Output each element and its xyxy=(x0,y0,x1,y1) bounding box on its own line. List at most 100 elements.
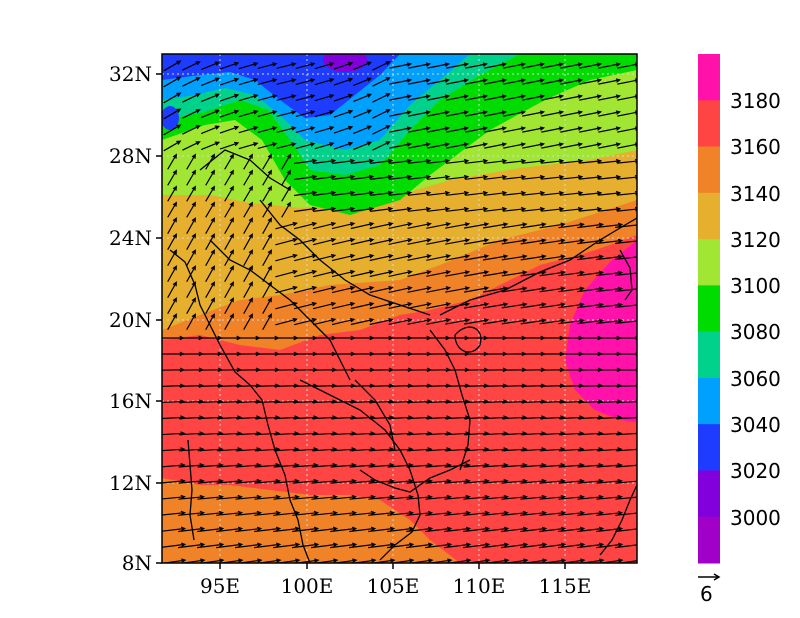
wind-arrow xyxy=(482,318,509,325)
wind-arrow xyxy=(349,526,377,533)
wind-arrow xyxy=(205,217,215,234)
colorbar-swatch xyxy=(698,331,720,379)
wind-arrow xyxy=(615,415,637,420)
wind-arrow xyxy=(369,254,394,262)
wind-arrow xyxy=(295,110,316,117)
wind-arrow xyxy=(389,62,413,69)
wind-arrow xyxy=(262,265,272,282)
wind-arrow xyxy=(560,78,584,85)
wind-arrow xyxy=(238,142,259,150)
wind-arrow xyxy=(427,142,451,149)
wind-arrow xyxy=(577,526,605,533)
wind-arrow xyxy=(427,62,451,69)
wind-arrow xyxy=(351,206,375,212)
wind-arrow xyxy=(579,206,603,212)
wind-arrow xyxy=(427,190,451,196)
wind-arrow xyxy=(273,526,301,533)
wind-arrow xyxy=(445,286,471,293)
lat-label: 12N xyxy=(109,471,152,495)
wind-arrow xyxy=(167,233,177,250)
wind-arrow xyxy=(463,254,490,261)
wind-arrow xyxy=(539,526,567,533)
wind-arrow xyxy=(254,510,282,516)
wind-arrow xyxy=(275,221,298,230)
wind-arrow xyxy=(295,94,316,101)
wind-arrow xyxy=(503,158,527,164)
wind-arrow xyxy=(482,526,510,533)
wind-arrow xyxy=(596,542,624,549)
wind-arrow xyxy=(577,510,605,516)
wind-arrow xyxy=(243,281,253,298)
wind-arrow xyxy=(312,253,337,262)
wind-arrow xyxy=(520,254,547,261)
wind-arrow xyxy=(407,318,432,325)
wind-arrow xyxy=(238,78,259,86)
wind-arrow xyxy=(224,217,234,234)
wind-arrow xyxy=(408,158,432,164)
wind-arrow xyxy=(369,286,394,294)
wind-arrow xyxy=(167,217,177,234)
wind-arrow xyxy=(254,542,282,549)
wind-arrow xyxy=(560,174,584,180)
wind-arrow xyxy=(314,62,335,70)
wind-arrow xyxy=(219,141,240,150)
wind-arrow xyxy=(541,110,565,117)
wind-arrow xyxy=(539,222,566,229)
wind-arrow xyxy=(372,141,391,151)
wind-arrow xyxy=(243,169,253,186)
wind-arrow xyxy=(281,185,291,202)
wind-arrow xyxy=(558,302,585,309)
wind-arrow xyxy=(560,158,584,164)
wind-arrow xyxy=(408,126,432,133)
wind-arrow xyxy=(484,110,508,117)
wind-arrow xyxy=(522,158,546,164)
wind-arrow xyxy=(464,558,491,563)
wind-arrow xyxy=(262,233,272,250)
wind-arrow xyxy=(197,510,225,516)
colorbar-swatch xyxy=(698,192,720,240)
wind-arrow xyxy=(560,206,584,212)
wind-arrow xyxy=(541,94,565,101)
wind-arrow xyxy=(522,174,546,180)
wind-arrow xyxy=(219,125,240,134)
wind-arrow xyxy=(369,318,394,326)
wind-arrow xyxy=(520,286,547,293)
wind-arrow xyxy=(598,126,622,133)
wind-arrow xyxy=(444,542,472,549)
wind-arrow xyxy=(579,158,603,164)
wind-arrow xyxy=(369,558,396,563)
wind-arrow xyxy=(463,318,490,325)
wind-arrow xyxy=(314,78,335,86)
wind-arrow xyxy=(368,510,396,516)
wind-arrow xyxy=(235,526,263,533)
wind-arrow xyxy=(541,78,565,85)
wind-arrow xyxy=(224,201,234,218)
wind-arrow xyxy=(579,190,603,196)
wind-arrow xyxy=(351,174,375,180)
wind-arrow xyxy=(501,542,529,549)
wind-arrow xyxy=(389,110,413,117)
wind-arrow xyxy=(350,302,375,310)
wind-arrow xyxy=(257,94,278,101)
wind-arrow xyxy=(216,494,243,500)
wind-arrow xyxy=(295,78,316,85)
wind-arrow xyxy=(596,286,624,293)
wind-arrow xyxy=(463,510,491,516)
wind-arrow xyxy=(503,190,527,196)
wind-arrow xyxy=(425,526,453,533)
longitude-labels: 95E 100E 105E 110E 115E xyxy=(200,574,591,598)
wind-arrow xyxy=(596,254,624,261)
wind-arrow xyxy=(389,158,413,164)
wind-arrow xyxy=(351,190,375,196)
wind-arrow xyxy=(465,94,489,101)
wind-arrow xyxy=(162,542,187,548)
wind-arrow xyxy=(330,542,358,549)
wind-arrow xyxy=(369,222,394,230)
wind-arrow xyxy=(482,222,509,229)
lat-label: 28N xyxy=(109,144,152,168)
wind-arrow xyxy=(426,254,452,261)
colorbar-label: 3140 xyxy=(730,182,781,206)
wind-arrow xyxy=(162,526,187,532)
wind-arrow xyxy=(426,286,452,293)
wind-arrow xyxy=(484,190,508,196)
